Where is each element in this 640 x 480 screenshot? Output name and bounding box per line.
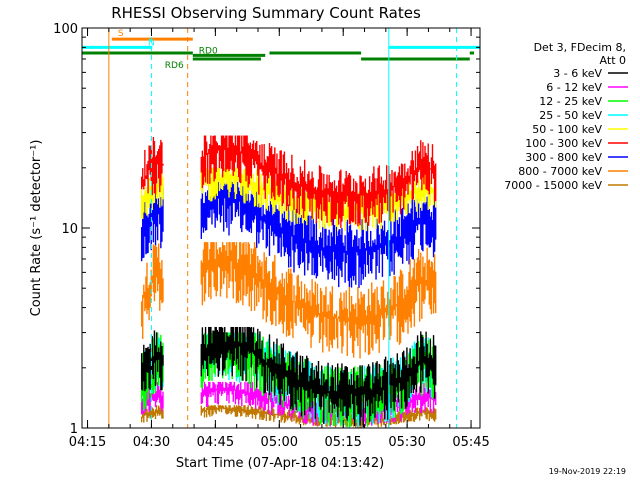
flag-label: N <box>148 38 155 48</box>
legend-entry: 50 - 100 keV <box>532 123 602 136</box>
x-axis-label: Start Time (07-Apr-18 04:13:42) <box>176 456 384 471</box>
legend-entry: 6 - 12 keV <box>546 81 602 94</box>
y-tick-label: 10 <box>61 222 78 237</box>
x-tick-label: 04:30 <box>133 435 170 450</box>
legend-header: Att 0 <box>600 54 626 67</box>
x-tick-label: 05:45 <box>452 435 489 450</box>
x-tick-label: 05:30 <box>388 435 425 450</box>
y-tick-label: 1 <box>70 422 78 437</box>
x-tick-label: 04:45 <box>197 435 234 450</box>
legend-entry: 3 - 6 keV <box>553 67 602 80</box>
legend-entry: 100 - 300 keV <box>525 137 602 150</box>
x-tick-label: 05:15 <box>324 435 361 450</box>
x-tick-label: 04:15 <box>69 435 106 450</box>
y-tick-label: 100 <box>53 22 78 37</box>
data-layer <box>140 135 437 428</box>
y-axis-label: Count Rate (s⁻¹ detector⁻¹) <box>29 140 44 317</box>
series-800-7000-kev <box>140 242 437 359</box>
flag-label: RD6 <box>165 61 184 71</box>
series-3-6-kev <box>140 326 437 428</box>
vertical-markers <box>108 28 458 428</box>
legend-entry: 7000 - 15000 keV <box>504 179 602 192</box>
legend-entry: 800 - 7000 keV <box>518 165 602 178</box>
x-tick-label: 05:00 <box>261 435 298 450</box>
flag-bars: S N RD0 RD6 <box>82 29 480 71</box>
legend-entry: 300 - 800 keV <box>525 151 602 164</box>
legend-header: Det 3, FDecim 8, <box>534 41 626 54</box>
series-100-300-kev <box>140 135 437 228</box>
footer-timestamp: 19-Nov-2019 22:19 <box>549 467 626 476</box>
flag-label: RD0 <box>199 46 218 56</box>
legend-entry: 25 - 50 keV <box>539 109 602 122</box>
flag-label: S <box>118 29 124 39</box>
legend-entry: 12 - 25 keV <box>539 95 602 108</box>
chart-title: RHESSI Observing Summary Count Rates <box>111 4 421 22</box>
axes: 04:15 04:30 04:45 05:00 05:15 05:30 05:45 1 10 10… <box>53 22 490 450</box>
